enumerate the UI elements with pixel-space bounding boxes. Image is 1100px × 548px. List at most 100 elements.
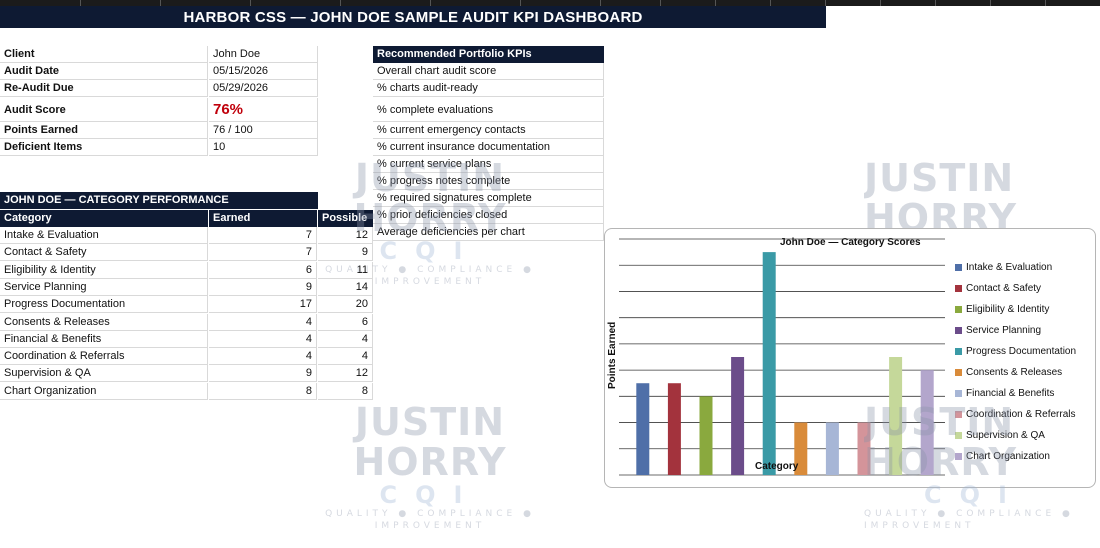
earned-value[interactable]: 7 (209, 244, 317, 262)
earned-value[interactable]: 4 (209, 330, 317, 348)
possible-value[interactable]: 20 (318, 296, 373, 314)
chart-title: John Doe — Category Scores (780, 237, 921, 248)
info-value[interactable]: John Doe (209, 46, 318, 63)
kpi-item[interactable]: % charts audit-ready (373, 80, 604, 97)
legend-label: Coordination & Referrals (966, 409, 1076, 420)
legend-item: Coordination & Referrals (955, 404, 1095, 425)
category-name[interactable]: Progress Documentation (0, 296, 208, 314)
chart-bar[interactable] (920, 370, 934, 475)
kpi-item[interactable]: Average deficiencies per chart (373, 224, 604, 241)
kpi-header: Recommended Portfolio KPIs (373, 46, 604, 63)
legend-item: Financial & Benefits (955, 383, 1095, 404)
legend-label: Consents & Releases (966, 367, 1063, 378)
watermark-name: JUSTIN HORRY (353, 400, 507, 484)
col-header-possible: Possible (318, 210, 373, 227)
info-value[interactable]: 10 (209, 139, 318, 156)
earned-value[interactable]: 6 (209, 261, 317, 279)
category-name[interactable]: Eligibility & Identity (0, 261, 208, 279)
chart-bar[interactable] (762, 252, 776, 475)
chart-x-axis-label: Category (755, 461, 799, 472)
legend-item: Service Planning (955, 320, 1095, 341)
category-name[interactable]: Contact & Safety (0, 244, 208, 262)
info-label: Points Earned (0, 122, 208, 139)
chart-bar[interactable] (636, 383, 650, 475)
legend-label: Financial & Benefits (966, 388, 1055, 399)
earned-value[interactable]: 9 (209, 365, 317, 383)
legend-swatch (955, 432, 962, 439)
possible-value[interactable]: 12 (318, 227, 373, 244)
chart-bar[interactable] (731, 357, 745, 475)
kpi-item[interactable]: % required signatures complete (373, 190, 604, 207)
legend-swatch (955, 390, 962, 397)
possible-value[interactable]: 11 (318, 261, 373, 279)
audit-score-value[interactable]: 76% (209, 98, 318, 122)
kpi-item[interactable]: % current insurance documentation (373, 139, 604, 156)
watermark-tagline: QUALITY ● COMPLIANCE ● IMPROVEMENT (864, 509, 1074, 531)
kpi-item[interactable]: Overall chart audit score (373, 63, 604, 80)
legend-item: Intake & Evaluation (955, 257, 1095, 278)
legend-label: Supervision & QA (966, 430, 1045, 441)
earned-value[interactable]: 7 (209, 227, 317, 244)
chart-plot-area (619, 238, 945, 476)
col-header-earned: Earned (209, 210, 317, 227)
category-name[interactable]: Service Planning (0, 278, 208, 296)
possible-value[interactable]: 6 (318, 313, 373, 331)
chart-bar[interactable] (667, 383, 681, 475)
legend-swatch (955, 411, 962, 418)
column-header-strip (0, 0, 1100, 6)
legend-label: Chart Organization (966, 451, 1050, 462)
info-label: Audit Date (0, 63, 208, 80)
legend-item: Eligibility & Identity (955, 299, 1095, 320)
info-label: Client (0, 46, 208, 63)
legend-label: Service Planning (966, 325, 1042, 336)
category-scores-chart[interactable]: John Doe — Category Scores Points Earned… (604, 228, 1096, 488)
category-name[interactable]: Consents & Releases (0, 313, 208, 331)
watermark-tagline: QUALITY ● COMPLIANCE ● IMPROVEMENT (325, 509, 535, 531)
dashboard-title: HARBOR CSS — JOHN DOE SAMPLE AUDIT KPI D… (0, 6, 826, 28)
chart-bar[interactable] (825, 422, 839, 475)
legend-swatch (955, 264, 962, 271)
legend-item: Progress Documentation (955, 341, 1095, 362)
kpi-item[interactable]: % complete evaluations (373, 98, 604, 122)
possible-value[interactable]: 14 (318, 278, 373, 296)
category-name[interactable]: Chart Organization (0, 382, 208, 400)
category-name[interactable]: Intake & Evaluation (0, 227, 208, 244)
watermark-name: JUSTIN HORRY (864, 158, 1018, 240)
kpi-item[interactable]: % current emergency contacts (373, 122, 604, 139)
possible-value[interactable]: 9 (318, 244, 373, 262)
legend-label: Progress Documentation (966, 346, 1077, 357)
chart-bar[interactable] (857, 422, 871, 475)
possible-value[interactable]: 12 (318, 365, 373, 383)
legend-swatch (955, 453, 962, 460)
legend-label: Eligibility & Identity (966, 304, 1050, 315)
info-value[interactable]: 05/15/2026 (209, 63, 318, 80)
chart-bar[interactable] (794, 422, 808, 475)
kpi-item[interactable]: % current service plans (373, 156, 604, 173)
legend-swatch (955, 369, 962, 376)
category-name[interactable]: Coordination & Referrals (0, 348, 208, 366)
legend-item: Consents & Releases (955, 362, 1095, 383)
legend-item: Supervision & QA (955, 425, 1095, 446)
earned-value[interactable]: 4 (209, 348, 317, 366)
info-value[interactable]: 76 / 100 (209, 122, 318, 139)
earned-value[interactable]: 8 (209, 382, 317, 400)
legend-label: Intake & Evaluation (966, 262, 1053, 273)
legend-item: Contact & Safety (955, 278, 1095, 299)
possible-value[interactable]: 4 (318, 348, 373, 366)
category-name[interactable]: Financial & Benefits (0, 330, 208, 348)
watermark-bottom: JUSTIN HORRY CQI QUALITY ● COMPLIANCE ● … (272, 402, 588, 532)
info-value[interactable]: 05/29/2026 (209, 80, 318, 97)
possible-value[interactable]: 4 (318, 330, 373, 348)
earned-value[interactable]: 17 (209, 296, 317, 314)
earned-value[interactable]: 9 (209, 278, 317, 296)
kpi-item[interactable]: % progress notes complete (373, 173, 604, 190)
chart-bar[interactable] (889, 357, 903, 475)
possible-value[interactable]: 8 (318, 382, 373, 400)
chart-bar[interactable] (699, 396, 713, 475)
kpi-item[interactable]: % prior deficiencies closed (373, 207, 604, 224)
earned-value[interactable]: 4 (209, 313, 317, 331)
category-name[interactable]: Supervision & QA (0, 365, 208, 383)
chart-legend: Intake & Evaluation Contact & Safety Eligi… (955, 257, 1095, 467)
legend-swatch (955, 285, 962, 292)
legend-swatch (955, 348, 962, 355)
